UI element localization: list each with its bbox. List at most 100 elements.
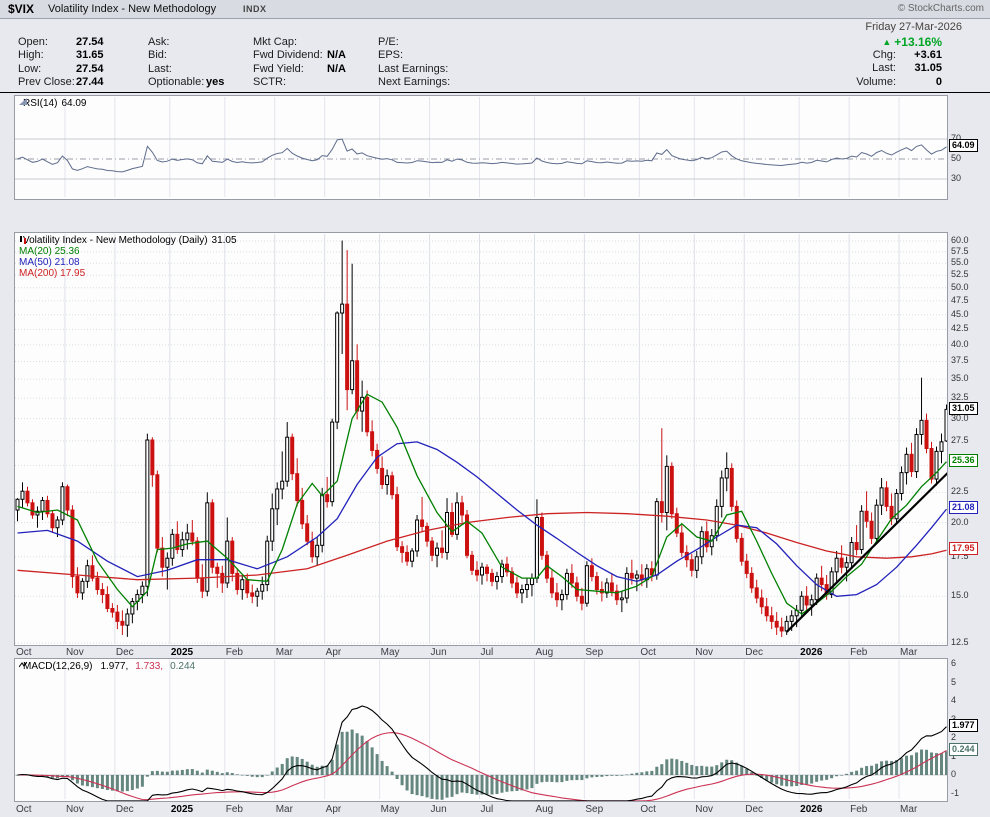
current-value-badge: 0.244	[949, 743, 978, 757]
quote-cell: Low: 27.54	[18, 63, 104, 76]
quote-value: N/A	[327, 62, 346, 75]
last-label: Last:	[872, 62, 896, 75]
x-axis-month-label: Mar	[900, 647, 918, 658]
ticker-symbol: $VIX	[8, 2, 35, 16]
quote-label: Mkt Cap:	[253, 36, 298, 48]
stockcharts-copyright-link[interactable]: © StockCharts.com	[897, 3, 984, 14]
x-axis-month-label: Jul	[480, 647, 494, 658]
macd-label: MACD(12,26,9) 1.977, 1.733, 0.244	[19, 661, 195, 672]
current-value-badge: 31.05	[949, 401, 978, 415]
x-axis-month-label: Nov	[695, 647, 714, 658]
quote-chart-divider	[0, 92, 990, 93]
axis-tick-label: 60.0	[951, 235, 969, 245]
quote-cell: EPS:	[378, 49, 458, 62]
quote-change-block: ▲ +13.16% Chg: +3.61 Last: 31.05 Volume:…	[812, 35, 942, 89]
axis-tick-label: 3	[951, 713, 957, 724]
x-axis-month-label: Feb	[225, 804, 243, 815]
chart-title: Volatility Index - New Methodology (Dail…	[23, 235, 208, 246]
volume-value: 0	[935, 75, 942, 88]
rsi-chart	[15, 97, 947, 197]
legend-ma200: MA(200) 17.95	[19, 268, 86, 279]
axis-tick-label: 50.0	[951, 281, 969, 292]
x-axis-month-label: May	[380, 647, 400, 658]
axis-tick-label: 45.0	[951, 308, 969, 319]
x-axis-month-label: 2026	[800, 647, 823, 658]
x-axis-month-label: Aug	[535, 647, 554, 658]
exchange-label: INDX	[243, 4, 267, 14]
quote-label: Low:	[18, 62, 42, 75]
quote-value: 27.54	[76, 62, 104, 75]
axis-tick-label: 22.5	[951, 486, 969, 497]
x-axis-month-label: Jun	[430, 647, 447, 658]
axis-tick-label: 6	[951, 658, 957, 668]
axis-tick-label: 17.5	[951, 550, 969, 561]
legend-ma20: MA(20) 25.36	[19, 246, 80, 257]
quote-cell: Prev Close: 27.44	[18, 76, 104, 89]
quote-label: SCTR:	[253, 76, 286, 89]
axis-tick-label: 20.0	[951, 516, 969, 527]
current-value-badge: 17.95	[949, 542, 978, 556]
quote-cell: Open: 27.54	[18, 36, 104, 49]
axis-tick-label: 25.0	[951, 459, 969, 470]
percent-change-value: +13.16%	[894, 35, 942, 49]
x-axis-month-label: Mar	[275, 804, 293, 815]
price-panel: Volatility Index - New Methodology (Dail…	[14, 232, 948, 646]
axis-tick-label: 4	[951, 695, 957, 705]
x-axis-month-label: Oct	[16, 647, 32, 658]
quote-label: High:	[18, 49, 44, 62]
axis-tick-label: 1	[951, 750, 957, 761]
x-axis-month-label: Jul	[480, 804, 494, 815]
quote-cell: Next Earnings:	[378, 76, 458, 89]
quote-label: Open:	[18, 36, 48, 48]
macd-signal-value: 1.733,	[135, 661, 164, 672]
macd-chart	[15, 660, 947, 801]
quote-cell: Fwd Dividend: N/A	[253, 49, 346, 62]
quote-cell: Fwd Yield: N/A	[253, 63, 346, 76]
quote-value: N/A	[327, 49, 346, 62]
quote-cell: P/E:	[378, 36, 458, 49]
x-axis-month-label: Oct	[640, 804, 656, 815]
rsi-name: RSI(14)	[23, 98, 58, 109]
rsi-panel: RSI(14) 64.09	[14, 95, 948, 200]
x-axis-month-label: Oct	[640, 647, 656, 658]
rsi-current-value: 64.09	[61, 98, 87, 109]
axis-tick-label: 57.5	[951, 245, 969, 256]
axis-tick-label: 15.0	[951, 590, 969, 601]
axis-tick-label: 42.5	[951, 323, 969, 334]
x-axis-month-label: Sep	[585, 804, 604, 815]
chg-label: Chg:	[872, 49, 896, 61]
x-axis-month-label: Dec	[115, 804, 134, 815]
chart-last-value: 31.05	[211, 235, 237, 246]
x-axis-month-label: 2025	[170, 804, 194, 815]
price-label-block: Volatility Index - New Methodology (Dail…	[19, 235, 237, 279]
percent-change: ▲ +13.16%	[812, 35, 942, 49]
quote-value: 27.54	[76, 36, 104, 48]
quote-cell: Ask:	[148, 36, 206, 49]
x-axis-month-label: Nov	[695, 804, 714, 815]
quote-label: Bid:	[148, 49, 167, 62]
x-axis-month-label: Oct	[16, 804, 32, 815]
quote-label: Fwd Dividend:	[253, 49, 323, 62]
x-axis-month-label: Nov	[65, 647, 84, 658]
macd-x-axis: Oct Nov Dec 2025 Feb Mar Apr May Jun Jul Aug Sep Oct…	[0, 804, 990, 816]
quote-cell: Bid:	[148, 49, 206, 62]
price-chart	[15, 234, 947, 644]
x-axis-month-label: Apr	[325, 647, 342, 658]
price-x-axis: Oct Nov Dec 2025 Feb Mar Apr May Jun Jul Aug Sep Oct…	[0, 647, 990, 659]
axis-tick-label: 70	[951, 133, 962, 143]
quote-row-last: Last: 31.05	[812, 62, 942, 75]
quote-label: Ask:	[148, 36, 170, 48]
chg-value: +3.61	[914, 49, 942, 61]
rsi-label: RSI(14) 64.09	[19, 98, 86, 109]
quote-label: Next Earnings:	[378, 76, 451, 89]
quote-label: EPS:	[378, 49, 404, 62]
x-axis-month-label: Aug	[535, 804, 554, 815]
current-value-badge: 21.08	[949, 501, 978, 515]
quote-label: P/E:	[378, 36, 399, 48]
volume-label: Volume:	[856, 75, 896, 88]
axis-tick-label: 0	[951, 769, 957, 779]
quote-cell: Last:	[148, 63, 206, 76]
quote-row-chg: Chg: +3.61	[812, 49, 942, 62]
quote-label: Last:	[148, 62, 172, 75]
axis-tick-label: 37.5	[951, 355, 969, 366]
